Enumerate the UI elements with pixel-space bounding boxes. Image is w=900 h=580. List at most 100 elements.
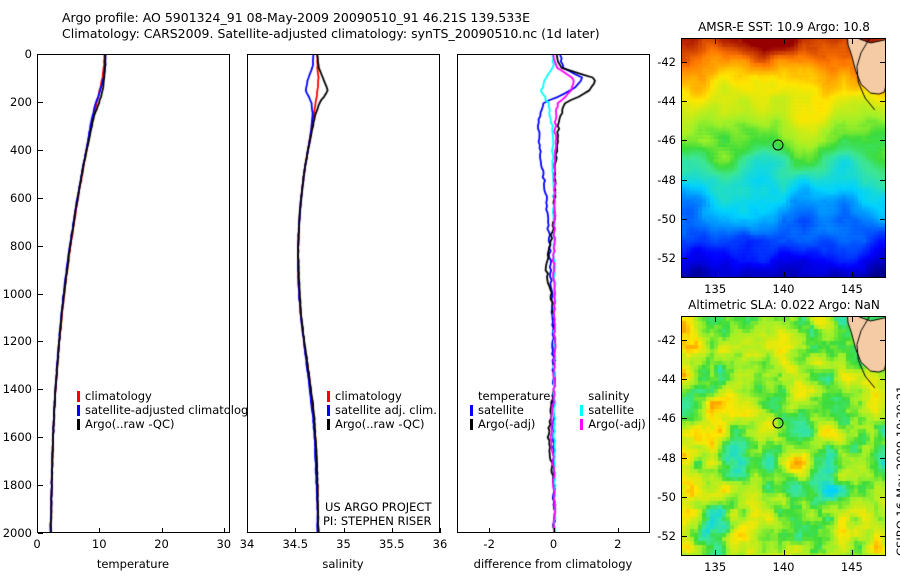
depth-tick-label: 1800 bbox=[2, 478, 32, 493]
difference-legend-temperature-label: Argo(-adj) bbox=[478, 417, 536, 431]
csiro-timestamp: CSIRO 16-May-2009 10:30:21 bbox=[894, 385, 900, 557]
sst-map-lon-tick-mark-top bbox=[784, 39, 785, 44]
salinity-legend-swatch-icon bbox=[327, 404, 330, 416]
salinity-plot-area bbox=[247, 54, 440, 533]
sla-heatmap-canvas bbox=[682, 317, 885, 555]
sla-map-lat-tick-label: -46 bbox=[657, 411, 676, 426]
salinity-tick-label: 35.5 bbox=[378, 537, 405, 551]
sla-map-lat-tick-mark bbox=[682, 418, 687, 419]
difference-legend-temperature-item: satellite bbox=[470, 403, 550, 417]
depth-tick-mark bbox=[38, 533, 43, 534]
sst-map-lat-tick-mark bbox=[682, 180, 687, 181]
sla-map-lat-tick-mark-right bbox=[880, 379, 885, 380]
temperature-tick-label: 30 bbox=[216, 537, 232, 551]
depth-tick-label: 600 bbox=[10, 190, 32, 205]
sla-map-lat-tick-mark bbox=[682, 340, 687, 341]
sla-map-lon-tick-mark-top bbox=[715, 317, 716, 322]
sst-map-lat-tick-mark-right bbox=[880, 62, 885, 63]
sla-map-area bbox=[681, 316, 886, 556]
sst-map-lon-tick-label: 145 bbox=[840, 282, 863, 296]
sla-map-lat-tick-label: -42 bbox=[657, 332, 676, 347]
temperature-tick-mark bbox=[224, 528, 225, 533]
depth-tick-mark bbox=[38, 341, 43, 342]
difference-legend-salinity-heading: salinity bbox=[588, 389, 630, 403]
temperature-tick-label: 10 bbox=[91, 537, 107, 551]
depth-tick-label: 1000 bbox=[2, 286, 32, 301]
salinity-tick-label: 35 bbox=[336, 537, 351, 551]
sla-map-lon-tick-mark bbox=[715, 550, 716, 555]
depth-tick-mark bbox=[38, 437, 43, 438]
difference-legend-temperature-label: satellite bbox=[478, 403, 524, 417]
salinity-legend-swatch-icon bbox=[327, 418, 330, 430]
temperature-profile-canvas bbox=[38, 55, 229, 532]
difference-legend-temperature-swatch-icon bbox=[470, 404, 473, 416]
difference-legend-salinity-label: satellite bbox=[588, 403, 635, 417]
sla-map-lat-tick-label: -50 bbox=[657, 489, 676, 504]
difference-legend-salinity-items: satellite Argo(-adj) bbox=[580, 403, 646, 431]
depth-tick-label: 1200 bbox=[2, 334, 32, 349]
salinity-tick-mark bbox=[247, 528, 248, 533]
sst-map-lat-tick-mark-right bbox=[880, 258, 885, 259]
depth-tick-label: 800 bbox=[10, 238, 32, 253]
difference-tick-label: 0 bbox=[549, 537, 558, 551]
salinity-legend: climatology satellite adj. clim. Argo(..ra… bbox=[327, 389, 437, 431]
sst-map-lon-tick-mark-top bbox=[852, 39, 853, 44]
sst-map-lat-tick-mark bbox=[682, 62, 687, 63]
sla-map-lat-tick-mark-right bbox=[880, 497, 885, 498]
salinity-legend-item: satellite adj. clim. bbox=[327, 403, 437, 417]
difference-legend-salinity-label: Argo(-adj) bbox=[588, 417, 646, 431]
temperature-tick-mark bbox=[37, 528, 38, 533]
difference-legend-salinity-item: Argo(-adj) bbox=[580, 417, 646, 431]
figure-title: Argo profile: AO 5901324_91 08-May-2009 … bbox=[62, 10, 600, 42]
difference-legend-temperature-swatch-icon bbox=[470, 418, 473, 430]
sst-map-lon-tick-mark bbox=[715, 272, 716, 277]
difference-profile-canvas bbox=[458, 55, 649, 532]
sla-map-lon-tick-mark-top bbox=[784, 317, 785, 322]
salinity-legend-item: Argo(..raw -QC) bbox=[327, 417, 437, 431]
sla-map-lon-tick-label: 135 bbox=[704, 560, 727, 574]
sla-map-lon-tick-mark bbox=[784, 550, 785, 555]
salinity-legend-label: Argo(..raw -QC) bbox=[335, 417, 425, 431]
sla-map-lat-tick-mark bbox=[682, 379, 687, 380]
salinity-tick-mark bbox=[440, 528, 441, 533]
sla-map-lat-tick-mark-right bbox=[880, 536, 885, 537]
sla-map-lon-tick-mark-top bbox=[852, 317, 853, 322]
difference-legend-salinity-item: satellite bbox=[580, 403, 645, 417]
salinity-legend-label: satellite adj. clim. bbox=[335, 403, 437, 417]
sst-map-title: AMSR-E SST: 10.9 Argo: 10.8 bbox=[698, 20, 870, 34]
sst-map-lat-tick-label: -46 bbox=[657, 133, 676, 148]
salinity-legend-swatch-icon bbox=[327, 390, 330, 402]
temperature-legend-item: satellite-adjusted climatology bbox=[77, 403, 255, 417]
depth-tick-label: 1400 bbox=[2, 382, 32, 397]
sst-float-marker bbox=[772, 139, 784, 151]
depth-tick-mark bbox=[38, 102, 43, 103]
sla-map-lat-tick-mark bbox=[682, 536, 687, 537]
temperature-legend-swatch-icon bbox=[77, 390, 80, 402]
sst-map-lon-tick-label: 135 bbox=[704, 282, 727, 296]
depth-tick-label: 0 bbox=[24, 47, 32, 61]
figure-title-line-2: Climatology: CARS2009. Satellite-adjuste… bbox=[62, 26, 600, 41]
salinity-tick-label: 34 bbox=[239, 537, 255, 551]
depth-tick-mark bbox=[38, 150, 43, 151]
sst-map-lon-tick-mark bbox=[852, 272, 853, 277]
depth-tick-mark bbox=[38, 485, 43, 486]
temperature-axis-label: temperature bbox=[96, 557, 170, 571]
sst-map-lat-tick-mark bbox=[682, 258, 687, 259]
temperature-tick-mark bbox=[99, 528, 100, 533]
salinity-legend-item: climatology bbox=[327, 389, 437, 403]
sla-map-lat-tick-label: -48 bbox=[657, 450, 676, 465]
sst-map-lon-tick-mark bbox=[784, 272, 785, 277]
temperature-legend-label: climatology bbox=[85, 389, 152, 403]
sst-map-lat-tick-mark bbox=[682, 219, 687, 220]
difference-legend-temperature-heading: temperature bbox=[478, 389, 551, 403]
temperature-legend-swatch-icon bbox=[77, 418, 80, 430]
temperature-tick-mark bbox=[162, 528, 163, 533]
figure-title-line-1: Argo profile: AO 5901324_91 08-May-2009 … bbox=[62, 10, 531, 25]
difference-legend-salinity-swatch-icon bbox=[580, 404, 584, 416]
sst-map-lat-tick-label: -42 bbox=[657, 54, 676, 69]
difference-tick-label: -2 bbox=[483, 537, 495, 551]
depth-tick-mark bbox=[38, 198, 43, 199]
salinity-legend-label: climatology bbox=[335, 389, 402, 403]
depth-tick-label: 1600 bbox=[2, 430, 32, 445]
temperature-legend-item: Argo(..raw -QC) bbox=[77, 417, 255, 431]
